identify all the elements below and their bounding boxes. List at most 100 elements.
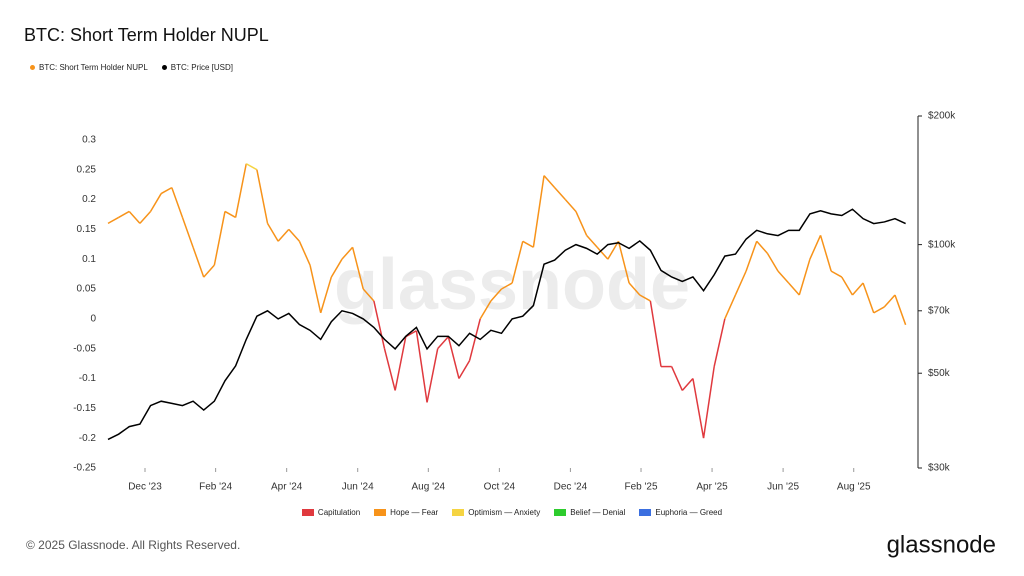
nupl-segment <box>192 247 205 278</box>
x-tick-label: Apr '24 <box>271 482 303 493</box>
legend-label: BTC: Short Term Holder NUPL <box>39 63 148 72</box>
nupl-segment <box>118 210 130 219</box>
nupl-segment <box>713 318 726 367</box>
nupl-segment <box>766 252 779 272</box>
y2-tick-label: $200k <box>928 111 956 122</box>
nupl-segment <box>139 210 152 224</box>
nupl-segment <box>256 169 269 224</box>
y-tick-label: 0.25 <box>77 164 97 175</box>
chart-title: BTC: Short Term Holder NUPL <box>24 25 269 45</box>
y2-tick-label: $100k <box>928 239 956 250</box>
legend-item: Belief — Denial <box>554 508 625 517</box>
nupl-segment <box>862 282 875 314</box>
legend-label: Belief — Denial <box>570 508 626 517</box>
nupl-segment <box>426 348 439 403</box>
y-tick-label: -0.2 <box>79 433 97 444</box>
x-tick-label: Dec '23 <box>128 482 162 493</box>
nupl-segment <box>203 264 215 278</box>
nupl-segment <box>798 258 811 296</box>
logo: glassnode <box>887 531 996 558</box>
y-tick-label: 0.3 <box>82 135 96 146</box>
nupl-segment <box>501 282 513 290</box>
nupl-segment <box>128 210 141 224</box>
legend-item: BTC: Short Term Holder NUPL <box>30 63 148 72</box>
nupl-segment <box>224 210 236 219</box>
legend-swatch <box>30 65 35 70</box>
y-tick-label: 0.1 <box>82 254 96 265</box>
nupl-segment <box>883 294 896 308</box>
nupl-segment <box>819 235 832 272</box>
y-tick-label: -0.25 <box>73 463 96 474</box>
legend-item: BTC: Price [USD] <box>161 63 233 72</box>
y2-tick-label: $50k <box>928 368 951 379</box>
nupl-segment <box>575 211 588 236</box>
nupl-segment <box>702 366 715 439</box>
nupl-segment <box>458 360 471 379</box>
legend-item: Euphoria — Greed <box>639 508 722 517</box>
legend-item: Capitulation <box>301 508 361 517</box>
nupl-segment <box>841 276 854 296</box>
nupl-segment <box>532 175 545 248</box>
legend-label: Euphoria — Greed <box>655 508 723 517</box>
nupl-segment <box>383 348 396 391</box>
nupl-segment <box>234 163 247 218</box>
x-tick-label: Aug '24 <box>412 482 446 493</box>
nupl-segment <box>692 378 705 439</box>
legend-label: Capitulation <box>317 508 361 517</box>
y-tick-label: 0.2 <box>82 194 96 205</box>
nupl-segment <box>596 246 609 260</box>
legend-swatch <box>554 509 567 516</box>
nupl-segment <box>468 318 481 361</box>
x-tick-label: Aug '25 <box>837 482 871 493</box>
legend-swatch <box>301 509 314 516</box>
legend-label: Optimism — Anxiety <box>468 508 541 517</box>
nupl-segment <box>851 282 864 296</box>
nupl-segment <box>522 240 534 248</box>
nupl-segment <box>171 187 184 218</box>
nupl-segment <box>362 288 375 302</box>
legend-swatch <box>161 65 167 70</box>
y-tick-label: 0 <box>90 313 96 324</box>
y2-tick-label: $30k <box>928 463 951 474</box>
nupl-segment <box>830 270 843 278</box>
nupl-segment <box>266 223 279 242</box>
nupl-segment <box>351 247 364 290</box>
legend-item: Optimism — Anxiety <box>452 508 540 517</box>
nupl-segment <box>490 288 503 302</box>
nupl-segment <box>288 228 300 242</box>
nupl-segment <box>511 241 524 284</box>
nupl-segment <box>543 175 556 189</box>
nupl-segment <box>319 276 333 314</box>
nupl-segment <box>245 163 258 171</box>
nupl-segment <box>649 300 662 367</box>
legend-swatch <box>374 509 387 516</box>
nupl-segment <box>277 228 290 242</box>
y-tick-label: 0.15 <box>77 224 97 235</box>
nupl-segment <box>394 336 407 391</box>
nupl-segment <box>437 336 449 350</box>
nupl-segment <box>330 258 343 278</box>
nupl-segment <box>607 240 620 260</box>
x-tick-label: Jun '25 <box>767 482 799 493</box>
nupl-segment <box>724 294 737 320</box>
zone-legend: Capitulation Hope — Fear Optimism — Anxiet… <box>0 508 1024 517</box>
nupl-segment <box>670 366 683 391</box>
legend-item: Hope — Fear <box>374 508 438 517</box>
nupl-segment <box>373 300 386 349</box>
nupl-segment <box>298 240 311 266</box>
nupl-segment <box>734 270 747 296</box>
copyright: © 2025 Glassnode. All Rights Reserved. <box>26 538 240 552</box>
nupl-segment <box>107 216 120 225</box>
nupl-segment <box>756 240 768 254</box>
series-legend: BTC: Short Term Holder NUPL BTC: Price [U… <box>30 63 233 72</box>
nupl-segment <box>639 294 651 302</box>
y-tick-label: 0.05 <box>77 284 97 295</box>
nupl-segment <box>873 306 885 314</box>
nupl-segment <box>777 270 790 284</box>
y-tick-label: -0.15 <box>73 403 96 414</box>
nupl-segment <box>415 330 428 403</box>
nupl-segment <box>628 282 641 296</box>
x-tick-label: Apr '25 <box>696 482 728 493</box>
